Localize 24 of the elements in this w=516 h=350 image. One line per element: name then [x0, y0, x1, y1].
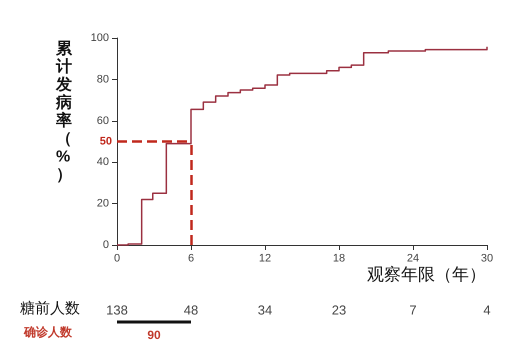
y-tick-label: 100 [90, 32, 109, 44]
y-tick-label: 20 [96, 198, 109, 210]
text: 7 [409, 302, 417, 318]
y-tick-label: 80 [96, 73, 109, 86]
y-axis-title: 累计发病率（%） [55, 40, 73, 184]
y-tick-label: 0 [102, 239, 109, 251]
x-tick-label: 30 [480, 252, 494, 264]
text: 138 [106, 302, 128, 318]
y-tick-label: 40 [96, 156, 109, 168]
x-tick-label: 24 [406, 252, 420, 264]
text: 34 [258, 302, 272, 318]
x-axis-title: 观察年限（年） [367, 265, 486, 284]
ref-line-label: 50 [100, 136, 112, 148]
x-tick-label: 18 [332, 252, 346, 264]
y-tick-label: 60 [96, 114, 109, 127]
text: 确诊人数 [23, 325, 73, 339]
text: 23 [332, 302, 346, 318]
x-tick-label: 6 [188, 252, 194, 264]
text: 4 [483, 302, 491, 318]
x-tick-label: 12 [258, 252, 272, 264]
text: 90 [147, 328, 161, 342]
x-tick-label: 0 [114, 252, 120, 264]
text: 糖前人数 [20, 300, 80, 317]
text: 48 [184, 302, 198, 318]
